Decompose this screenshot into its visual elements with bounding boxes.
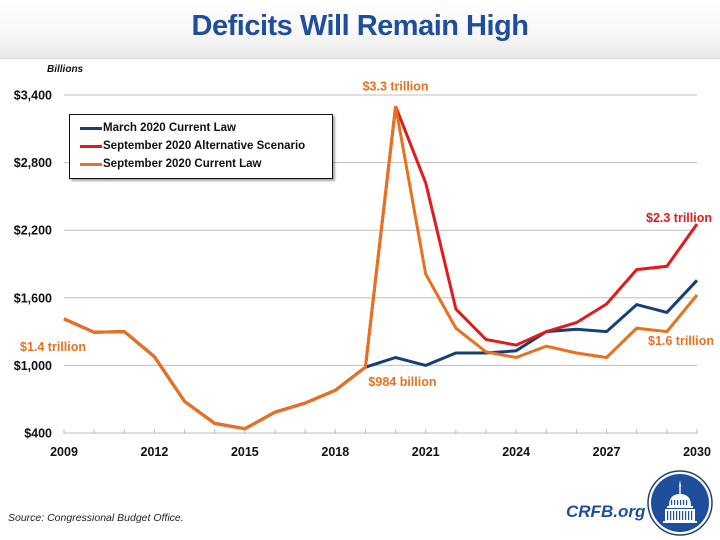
x-tick-label: 2030 (683, 445, 711, 459)
legend-swatch-orange (80, 162, 102, 166)
y-tick-label: $1,600 (14, 291, 52, 305)
legend-item-march-2020-current-law: March 2020 Current Law (80, 119, 236, 137)
legend-label: March 2020 Current Law (103, 122, 236, 134)
annotation-label: $1.4 trillion (20, 340, 86, 354)
x-tick-label: 2012 (141, 445, 169, 459)
brand-link[interactable]: CRFB.org (566, 502, 646, 521)
series-line-march-2020-current-law (63, 279, 699, 431)
y-tick-label: $400 (24, 427, 52, 441)
annotation-label: $3.3 trillion (363, 79, 429, 93)
x-tick-label: 2021 (412, 445, 440, 459)
y-tick-label: $2,800 (14, 156, 52, 170)
annotation-label: $1.6 trillion (648, 334, 714, 348)
x-axis: 2009 2012 2015 2018 2021 2024 2027 2030 (50, 429, 711, 459)
x-tick-label: 2018 (321, 445, 349, 459)
y-tick-label: $1,000 (14, 359, 52, 373)
annotation-label: $2.3 trillion (646, 211, 712, 225)
x-tick-label: 2024 (502, 445, 530, 459)
x-tick-label: 2015 (231, 445, 259, 459)
legend-swatch-red (80, 144, 102, 148)
title-band (0, 0, 720, 59)
legend: March 2020 Current Law September 2020 Al… (69, 114, 333, 179)
legend-label: September 2020 Current Law (103, 158, 262, 170)
y-tick-label: $3,400 (14, 89, 52, 103)
x-tick-label: 2027 (593, 445, 621, 459)
legend-swatch-navy (80, 126, 102, 130)
x-tick-label: 2009 (50, 445, 78, 459)
source-note: Source: Congressional Budget Office. (8, 512, 184, 524)
annotations: $1.4 trillion $984 billion $3.3 trillion $2… (20, 79, 714, 389)
annotation-label: $984 billion (368, 375, 436, 389)
y-tick-label: $2,200 (14, 224, 52, 238)
series-lines (63, 105, 699, 431)
chart-title: Deficits Will Remain High (191, 10, 529, 42)
series-line-september-2020-current-law (63, 106, 699, 431)
capitol-dome-seal-icon (647, 470, 713, 536)
y-axis-unit-label: Billions (47, 64, 84, 75)
legend-label: September 2020 Alternative Scenario (103, 140, 306, 152)
legend-item-september-2020-alternative: September 2020 Alternative Scenario (80, 137, 305, 155)
legend-item-september-2020-current-law: September 2020 Current Law (80, 155, 262, 173)
y-axis-ticks: Billions $400 $1,000 $1,600 $2,200 $2,800 $3,4… (14, 64, 84, 441)
